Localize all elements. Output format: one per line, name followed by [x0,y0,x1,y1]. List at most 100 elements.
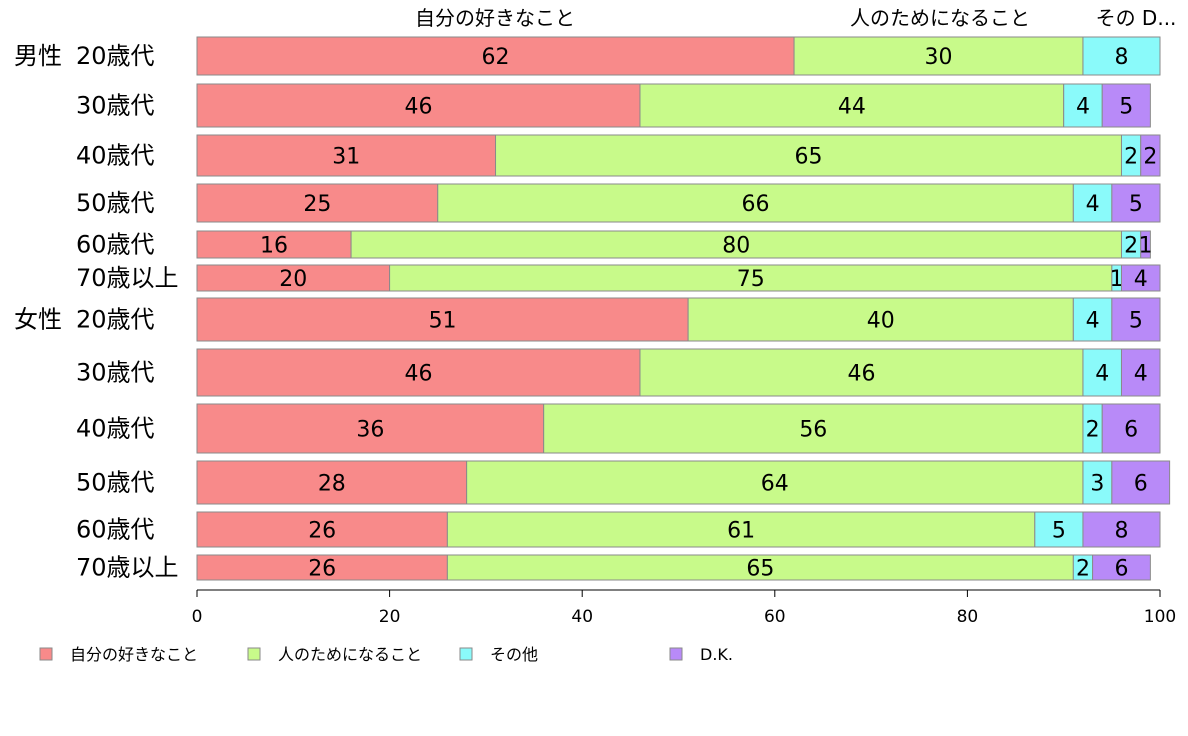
data-label: 4 [1086,309,1100,334]
category-label: 20歳代 [76,42,155,70]
data-label: 8 [1114,45,1128,70]
bar-segment [446,554,1074,581]
bar-segment [495,134,1122,177]
category-label: 30歳代 [76,359,155,387]
bar-segment [1092,554,1151,581]
x-tick-label: 0 [192,607,203,627]
data-label: 30 [925,45,953,70]
bar-segment [446,511,1036,548]
bar-segment [466,460,1084,505]
x-tick-label: 20 [379,607,401,627]
data-label: 36 [356,418,384,443]
bar-segment [1072,297,1113,342]
data-label: 4 [1134,267,1148,292]
legend-label: D.K. [700,645,733,664]
top-series-label: 自分の好きなこと [415,6,575,30]
data-label: 1 [1139,234,1153,259]
data-label: 20 [279,267,307,292]
bar-segment [1063,83,1103,128]
bar-segment [1120,264,1161,292]
bar-segment [196,230,352,259]
bar-segment [1082,36,1161,76]
data-label: 5 [1129,192,1143,217]
data-label: 51 [429,309,457,334]
category-label: 70歳以上 [76,554,179,582]
bar-segment [543,403,1084,454]
data-label: 6 [1114,557,1128,582]
bar-segment [639,348,1084,397]
bar-segment [437,183,1074,223]
bar-segment [639,83,1065,128]
category-label: 30歳代 [76,92,155,120]
bar-segment [196,264,391,292]
x-tick-label: 40 [571,607,593,627]
bar-segment [196,183,439,223]
data-label: 26 [308,557,336,582]
data-label: 8 [1114,519,1128,544]
category-label: 60歳代 [76,516,155,544]
data-label: 2 [1076,557,1090,582]
legend-swatch [459,647,473,661]
bar-segment [1082,511,1161,548]
data-label: 2 [1124,145,1138,170]
data-label: 4 [1134,362,1148,387]
category-label: 40歳代 [76,415,155,443]
data-label: 6 [1124,418,1138,443]
data-label: 2 [1143,145,1157,170]
data-label: 4 [1086,192,1100,217]
bar-segment [1140,230,1151,259]
group-label: 男性 [14,42,62,70]
bar-segment [196,554,448,581]
category-label: 20歳代 [76,306,155,334]
bar-segment [196,36,795,76]
data-label: 65 [795,145,823,170]
data-label: 62 [482,45,510,70]
bar-segment [1111,297,1161,342]
legend-label: 自分の好きなこと [70,645,198,664]
bar-segment [196,403,545,454]
bar-segment [1140,134,1161,177]
legend-label: その他 [490,645,538,664]
data-label: 3 [1090,472,1104,497]
data-label: 66 [742,192,770,217]
bar-segment [1034,511,1084,548]
bar-segment [196,297,689,342]
category-label: 70歳以上 [76,264,179,292]
top-series-label: 人のためになること [850,6,1030,30]
legend-label: 人のためになること [278,645,422,664]
bar-segment [1072,183,1113,223]
x-tick-label: 100 [1144,607,1176,627]
data-label: 26 [308,519,336,544]
bar-segment [196,134,497,177]
data-label: 28 [318,472,346,497]
category-label: 50歳代 [76,189,155,217]
legend-swatch [39,647,53,661]
bar-segment [196,348,641,397]
data-label: 6 [1134,472,1148,497]
data-label: 75 [737,267,765,292]
bar-segment [1101,83,1151,128]
data-label: 1 [1110,267,1124,292]
data-label: 40 [867,309,895,334]
bar-segment [1111,460,1171,505]
data-label: 65 [746,557,774,582]
data-label: 46 [404,95,432,120]
bar-segment [793,36,1084,76]
data-label: 46 [847,362,875,387]
data-label: 5 [1119,95,1133,120]
bar-segment [1082,460,1113,505]
group-label: 女性 [14,306,62,334]
category-label: 60歳代 [76,231,155,259]
bar-segment [196,83,641,128]
data-label: 25 [303,192,331,217]
data-label: 61 [727,519,755,544]
data-label: 4 [1076,95,1090,120]
data-label: 5 [1052,519,1066,544]
bar-segment [196,511,448,548]
data-label: 5 [1129,309,1143,334]
x-tick-label: 60 [764,607,786,627]
data-label: 2 [1124,234,1138,259]
data-label: 31 [332,145,360,170]
bar-segment [1101,403,1161,454]
